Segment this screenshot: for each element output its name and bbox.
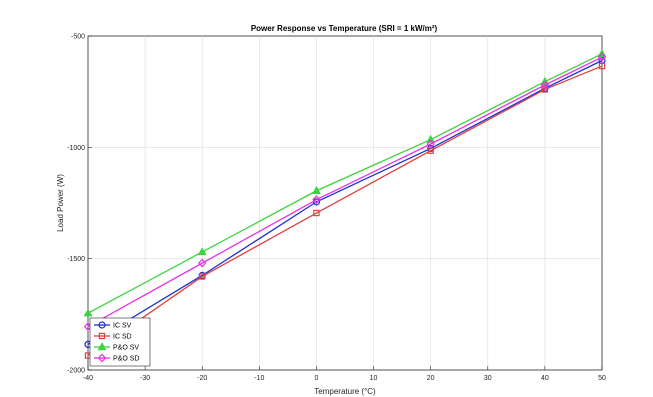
series-1 bbox=[84, 62, 606, 359]
y-tick-label: -2000 bbox=[67, 368, 85, 375]
series-line bbox=[87, 53, 603, 314]
series-line bbox=[87, 65, 603, 357]
series bbox=[83, 48, 607, 359]
legend-item: P&O SD bbox=[94, 353, 139, 363]
data-point bbox=[313, 209, 320, 217]
data-point bbox=[197, 258, 207, 268]
legend-label: P&O SD bbox=[113, 356, 139, 363]
x-tick-label: -10 bbox=[254, 375, 264, 382]
x-tick-label: -30 bbox=[140, 375, 150, 382]
series-line bbox=[87, 56, 603, 328]
x-axis-label: Temperature (°C) bbox=[314, 387, 376, 396]
legend-item: IC SV bbox=[94, 321, 132, 330]
legend-label: IC SV bbox=[113, 323, 132, 330]
ticks: -40 -30 -20 -10 0 10 20 30 40 50 -2000 -1500 -1000 -5… bbox=[67, 34, 606, 383]
legend: IC SV IC SD P&O SV P&O SD bbox=[89, 317, 151, 367]
legend-marker bbox=[97, 342, 107, 351]
x-tick-label: 20 bbox=[427, 375, 435, 382]
x-tick-label: 10 bbox=[370, 375, 378, 382]
x-tick-label: -40 bbox=[83, 375, 93, 382]
series-line bbox=[87, 59, 603, 345]
x-tick-label: 0 bbox=[314, 375, 318, 382]
x-tick-label: 50 bbox=[598, 375, 606, 382]
data-point bbox=[598, 62, 606, 70]
data-point bbox=[597, 52, 607, 62]
data-point bbox=[199, 273, 206, 280]
y-axis-label: Load Power (W) bbox=[56, 174, 65, 232]
plot-area bbox=[87, 35, 603, 371]
data-point bbox=[426, 139, 435, 149]
x-tick-label: 30 bbox=[484, 375, 492, 382]
legend-marker bbox=[98, 332, 106, 340]
data-point bbox=[312, 195, 321, 205]
data-point bbox=[312, 185, 321, 194]
data-point bbox=[83, 308, 93, 317]
legend-marker bbox=[97, 353, 107, 363]
y-tick-label: -1000 bbox=[67, 145, 85, 152]
legend-label: P&O SV bbox=[113, 345, 139, 352]
y-tick-label: -1500 bbox=[67, 256, 85, 263]
chart-title: Power Response vs Temperature (SRI = 1 k… bbox=[251, 24, 438, 33]
x-tick-label: -20 bbox=[197, 375, 207, 382]
legend-item: P&O SV bbox=[94, 342, 139, 352]
y-tick-label: -500 bbox=[71, 34, 85, 41]
legend-marker bbox=[98, 321, 106, 329]
data-point bbox=[540, 80, 550, 90]
legend-label: IC SD bbox=[113, 334, 132, 341]
data-point bbox=[541, 86, 549, 93]
x-tick-label: 40 bbox=[541, 375, 549, 382]
data-point bbox=[426, 134, 436, 143]
legend-item: IC SD bbox=[94, 332, 132, 341]
data-point bbox=[197, 247, 207, 256]
